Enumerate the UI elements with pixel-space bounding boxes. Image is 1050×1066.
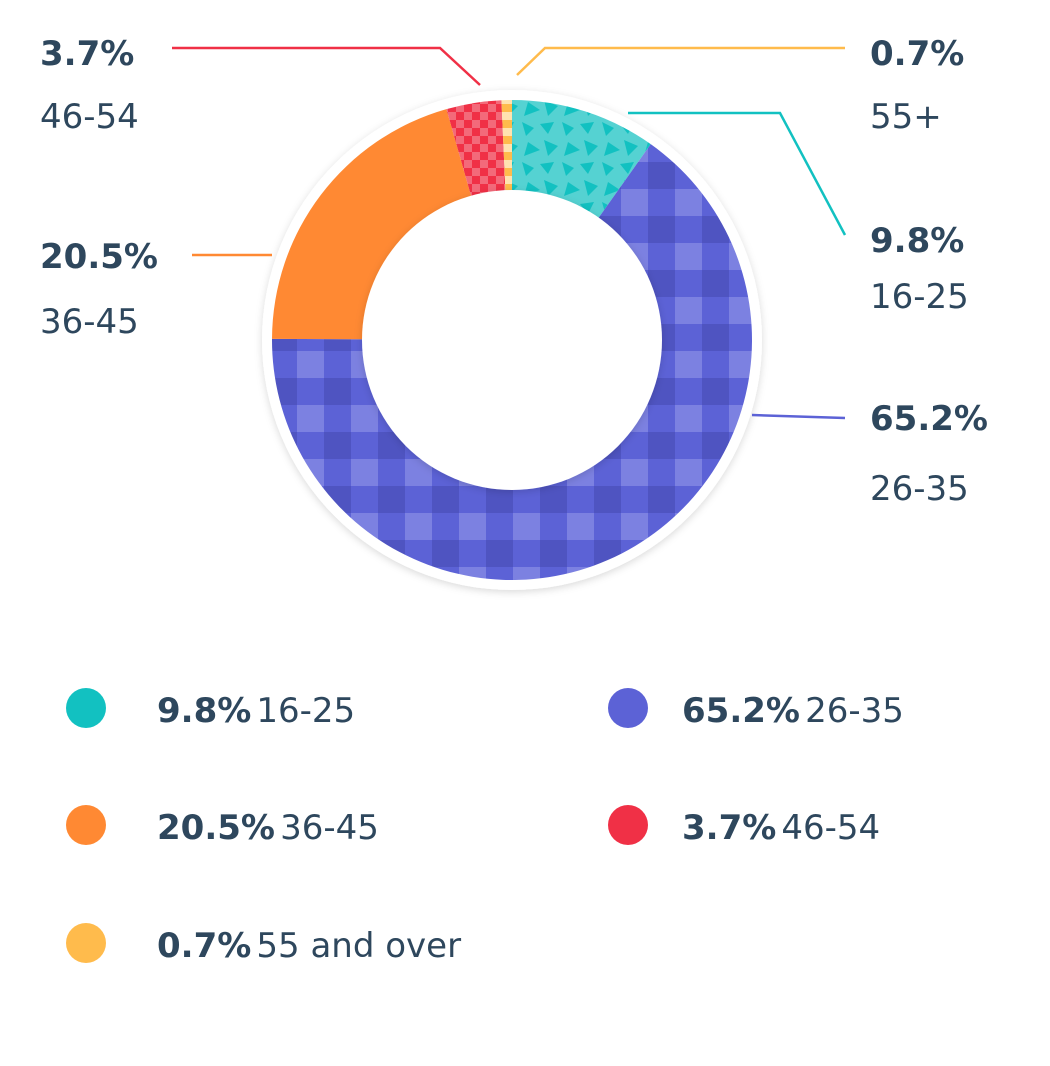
donut-hole bbox=[362, 190, 662, 490]
legend-dot-55-and-over bbox=[66, 923, 106, 963]
slice-55plus bbox=[501, 100, 512, 193]
legend: 9.8% 16-25 65.2% 26-35 20.5% 36-45 3.7% … bbox=[66, 688, 904, 966]
callout-line-26-35 bbox=[751, 413, 846, 420]
callout-pct-46-54: 3.7% bbox=[40, 34, 134, 74]
legend-item-26-35: 65.2% 26-35 bbox=[682, 691, 904, 731]
slice-36-45 bbox=[272, 109, 472, 340]
callout-pct-16-25: 9.8% bbox=[870, 221, 964, 261]
slice-16-25 bbox=[512, 100, 651, 220]
slice-46-54 bbox=[446, 100, 506, 198]
callout-line-46-54 bbox=[172, 46, 481, 86]
callout-label-36-45: 36-45 bbox=[40, 302, 139, 342]
callout-label-46-54: 46-54 bbox=[40, 97, 139, 137]
legend-dot-46-54 bbox=[608, 805, 648, 845]
legend-dot-16-25 bbox=[66, 688, 106, 728]
legend-item-46-54: 3.7% 46-54 bbox=[682, 808, 880, 848]
callout-pct-36-45: 20.5% bbox=[40, 237, 158, 277]
legend-dot-36-45 bbox=[66, 805, 106, 845]
callout-label-16-25: 16-25 bbox=[870, 277, 969, 317]
legend-item-55-and-over: 0.7% 55 and over bbox=[157, 926, 461, 966]
legend-item-16-25: 9.8% 16-25 bbox=[157, 691, 355, 731]
callout-label-26-35: 26-35 bbox=[870, 469, 969, 509]
legend-dot-26-35 bbox=[608, 688, 648, 728]
callout-label-55plus: 55+ bbox=[870, 97, 942, 137]
callout-pct-55plus: 0.7% bbox=[870, 34, 964, 74]
legend-item-36-45: 20.5% 36-45 bbox=[157, 808, 379, 848]
callout-pct-26-35: 65.2% bbox=[870, 399, 988, 439]
callout-line-55plus bbox=[516, 46, 845, 76]
callout-line-16-25 bbox=[628, 111, 847, 236]
